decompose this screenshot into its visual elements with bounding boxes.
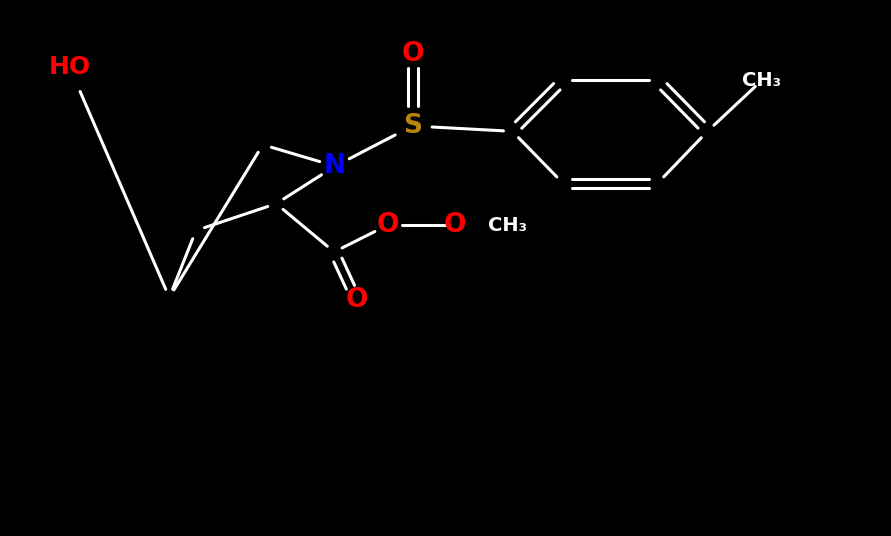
Text: O: O: [345, 287, 368, 313]
Text: CH₃: CH₃: [488, 215, 527, 235]
Text: CH₃: CH₃: [742, 71, 781, 90]
Text: S: S: [403, 113, 422, 139]
Text: HO: HO: [48, 55, 91, 79]
Text: O: O: [376, 212, 399, 238]
Text: O: O: [401, 41, 424, 66]
Text: O: O: [443, 212, 466, 238]
Text: N: N: [324, 153, 346, 179]
